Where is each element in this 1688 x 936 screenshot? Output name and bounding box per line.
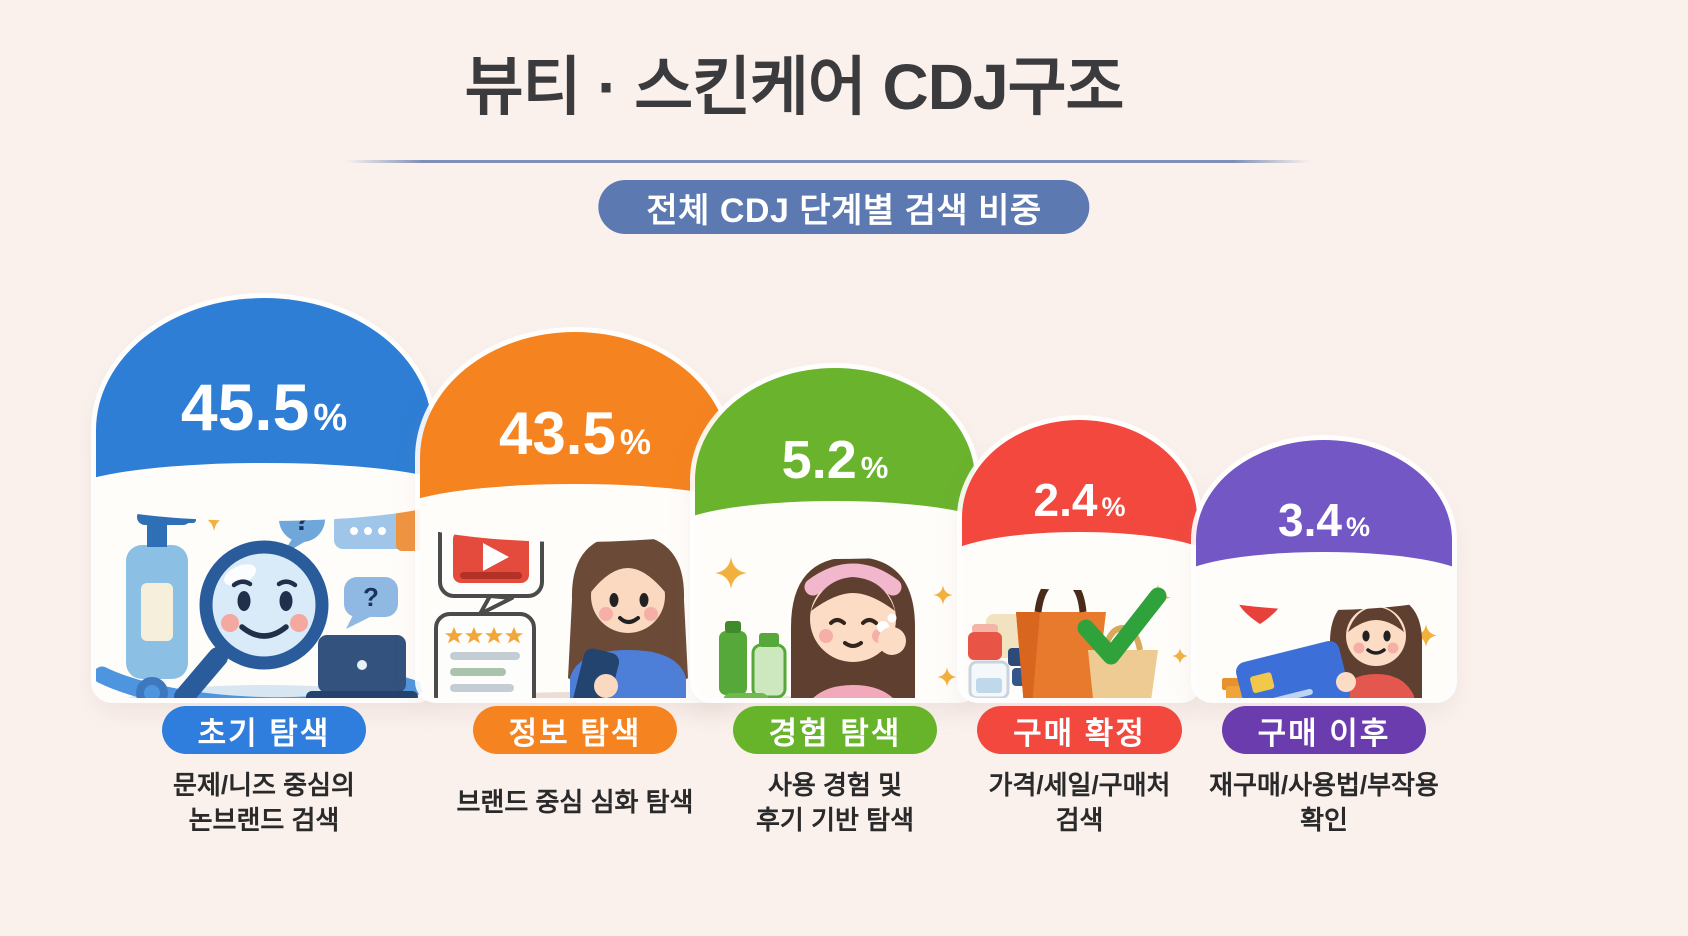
hand-icon	[1336, 672, 1356, 692]
stage-card: 43.5 %	[420, 332, 730, 698]
ring-icon	[136, 677, 168, 698]
sparkle-icon	[1172, 648, 1188, 664]
stage-label-pill: 초기 탐색	[161, 706, 367, 754]
question-bubble-2-icon: ?	[344, 577, 398, 629]
page-title: 뷰티 · 스킨케어 CDJ구조	[464, 51, 1125, 123]
girl-after-purchase	[1330, 594, 1422, 698]
stage-label-pill: 경험 탐색	[732, 706, 938, 754]
stage-dome: 43.5 %	[420, 332, 730, 542]
stage-description: 사용 경험 및 후기 기반 탐색	[756, 769, 914, 835]
stage-description: 브랜드 중심 심화 탐색	[456, 787, 694, 818]
stage-description: 문제/니즈 중심의 논브랜드 검색	[173, 769, 355, 835]
percent-value: 2.4 %	[1033, 474, 1126, 526]
stage-illustration-area	[695, 527, 975, 698]
percent-value: 45.5 %	[180, 369, 348, 444]
stage-info-search: 43.5 %	[420, 332, 730, 844]
stage-dome: 5.2 %	[695, 368, 975, 559]
laptop-icon	[306, 635, 418, 698]
checkmark-icon	[1077, 587, 1167, 665]
sparkle-icon	[1415, 624, 1437, 647]
purchase-illustration	[968, 576, 1188, 698]
stage-purchase-confirm: 2.4 %	[962, 420, 1197, 844]
percent-value: 43.5 %	[499, 400, 651, 467]
stage-illustration-area	[1196, 578, 1452, 698]
stage-description: 가격/세일/구매처 검색	[988, 769, 1171, 835]
stage-label-pill: 구매 확정	[977, 706, 1182, 754]
percent-value: 5.2 %	[781, 429, 889, 490]
percent-value: 3.4 %	[1278, 494, 1370, 546]
stage-label-pill: 구매 이후	[1221, 706, 1427, 754]
stage-card: 45.5 %	[96, 298, 432, 698]
stage-illustration-area	[420, 510, 730, 698]
stage-initial-search: 45.5 %	[96, 298, 432, 844]
stage-illustration-area	[962, 558, 1197, 698]
credit-card-icon	[1236, 640, 1351, 698]
girl-skincare	[791, 557, 915, 698]
stage-dome: 3.4 %	[1196, 440, 1452, 610]
sparkle-icon	[715, 557, 747, 589]
stage-experience-search: 5.2 %	[695, 368, 975, 844]
after-purchase-illustration	[1222, 583, 1437, 698]
stage-dome: 45.5 %	[96, 298, 432, 521]
sparkle-icon	[937, 667, 957, 687]
green-cosmetics-icon	[719, 621, 787, 698]
svg-text:?: ?	[363, 582, 379, 612]
stage-card: 3.4 %	[1196, 440, 1452, 698]
stage-card: 2.4 %	[962, 420, 1197, 698]
girl-with-phone	[568, 534, 688, 698]
stage-card: 5.2 %	[695, 368, 975, 698]
sparkle-icon	[933, 585, 953, 605]
pump-bottle-icon	[126, 509, 196, 679]
stage-label-pill: 정보 탐색	[472, 706, 678, 754]
info-search-illustration	[434, 516, 688, 698]
subtitle-badge: 전체 CDJ 단계별 검색 비중	[598, 180, 1090, 234]
magnifying-glass-face-icon	[174, 540, 329, 698]
stage-dome: 2.4 %	[962, 420, 1197, 590]
stage-after-purchase: 3.4 %	[1196, 440, 1452, 844]
divider-line	[346, 160, 1310, 163]
experience-illustration	[715, 557, 957, 698]
stage-description: 재구매/사용법/부작용 확인	[1209, 769, 1439, 835]
review-card-icon	[434, 612, 536, 698]
